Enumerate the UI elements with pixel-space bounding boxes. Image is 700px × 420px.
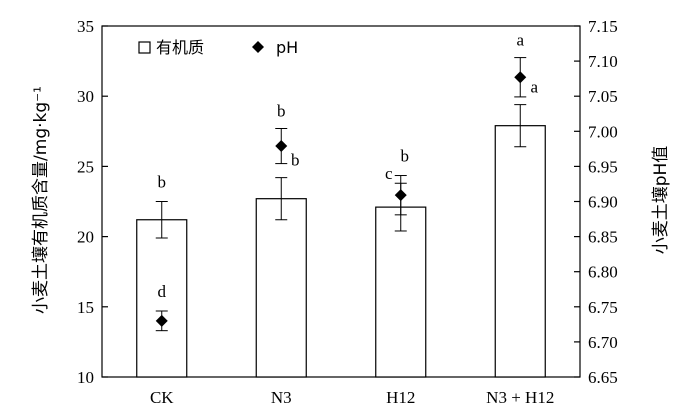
x-tick-label: H12 bbox=[386, 388, 415, 407]
y-tick-label-left: 25 bbox=[77, 157, 94, 176]
significance-label-organic-matter: a bbox=[530, 78, 538, 97]
x-tick-label: CK bbox=[150, 388, 174, 407]
y-tick-label-left: 15 bbox=[77, 298, 94, 317]
y-tick-label-right: 6.65 bbox=[588, 368, 618, 387]
points-layer bbox=[155, 57, 527, 332]
y-tick-label-right: 6.80 bbox=[588, 263, 618, 282]
significance-label-organic-matter: b bbox=[158, 173, 167, 192]
significance-label-organic-matter: b bbox=[291, 151, 300, 170]
significance-label-organic-matter: c bbox=[385, 164, 393, 183]
legend-swatch-organic-matter bbox=[138, 41, 151, 54]
y-axis-title-right: 小麦土壤pH值 bbox=[650, 146, 671, 255]
y-axis-title-left: 小麦土壤有机质含量/mg·kg⁻¹ bbox=[30, 86, 51, 314]
significance-label-ph: d bbox=[158, 282, 167, 301]
significance-label-ph: a bbox=[516, 31, 524, 50]
bar-organic-matter bbox=[255, 198, 307, 378]
bars-layer bbox=[136, 104, 546, 378]
bar-organic-matter bbox=[494, 125, 546, 378]
x-tick-label: N3 + H12 bbox=[486, 388, 554, 407]
y-tick-label-right: 6.70 bbox=[588, 333, 618, 352]
ph-point bbox=[155, 314, 168, 327]
ph-point bbox=[514, 71, 527, 84]
y-tick-label-right: 7.00 bbox=[588, 122, 618, 141]
legend: 有机质 pH bbox=[138, 38, 298, 57]
y-tick-label-right: 6.90 bbox=[588, 193, 618, 212]
ph-point bbox=[275, 140, 288, 153]
axes-layer: 10 15 20 25 30 35 6.65 6.70 6.75 6.80 6.85 6.90 6.95… bbox=[77, 17, 618, 407]
y-tick-label-left: 35 bbox=[77, 17, 94, 36]
y-tick-label-right: 7.15 bbox=[588, 17, 618, 36]
y-tick-label-left: 20 bbox=[77, 228, 94, 247]
y-tick-label-right: 7.05 bbox=[588, 87, 618, 106]
x-tick-label: N3 bbox=[271, 388, 292, 407]
significance-label-ph: b bbox=[401, 147, 410, 166]
y-tick-label-left: 30 bbox=[77, 87, 94, 106]
y-tick-label-left: 10 bbox=[77, 368, 94, 387]
ph-point bbox=[394, 189, 407, 202]
legend-label-organic-matter: 有机质 bbox=[156, 38, 204, 57]
bar-organic-matter bbox=[375, 206, 427, 378]
y-tick-label-right: 6.85 bbox=[588, 228, 618, 247]
legend-label-ph: pH bbox=[276, 38, 298, 57]
significance-label-ph: b bbox=[277, 101, 286, 120]
y-tick-label-right: 7.10 bbox=[588, 52, 618, 71]
bar-organic-matter bbox=[136, 219, 188, 378]
y-tick-label-right: 6.75 bbox=[588, 298, 618, 317]
legend-swatch-ph bbox=[252, 41, 264, 53]
y-tick-label-right: 6.95 bbox=[588, 157, 618, 176]
